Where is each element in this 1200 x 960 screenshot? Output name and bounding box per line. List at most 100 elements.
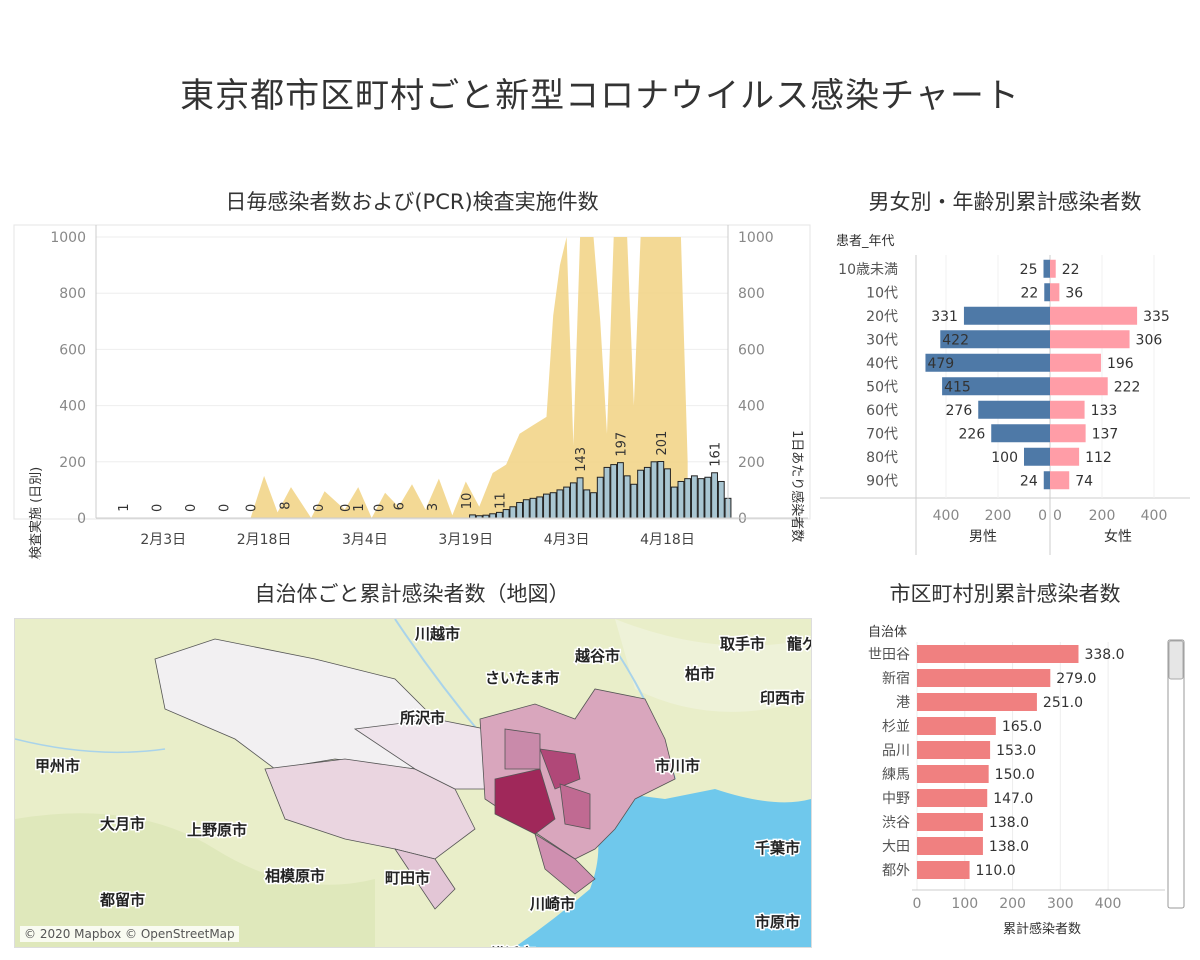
male-value-label: 331 bbox=[931, 309, 958, 325]
male-bar[interactable] bbox=[925, 353, 1050, 372]
daily-case-bar[interactable] bbox=[690, 475, 698, 519]
daily-case-bar[interactable] bbox=[630, 483, 638, 519]
male-bar[interactable] bbox=[1043, 471, 1050, 490]
age-axis-tick: 0 bbox=[1038, 508, 1047, 524]
muni-bar[interactable] bbox=[917, 669, 1051, 687]
daily-data-label: 0 bbox=[184, 504, 199, 512]
daily-case-bar[interactable] bbox=[516, 502, 524, 519]
muni-x-tick: 400 bbox=[1095, 896, 1122, 912]
muni-bar[interactable] bbox=[917, 693, 1037, 711]
daily-case-bar[interactable] bbox=[529, 497, 537, 519]
pcr-area[interactable] bbox=[250, 237, 688, 518]
daily-case-bar[interactable] bbox=[556, 489, 564, 519]
female-bar[interactable] bbox=[1050, 283, 1060, 302]
daily-case-bar[interactable] bbox=[522, 499, 530, 519]
daily-case-bar[interactable] bbox=[549, 492, 557, 519]
daily-case-bar[interactable] bbox=[616, 462, 624, 519]
daily-case-bar[interactable] bbox=[684, 478, 692, 519]
muni-chart[interactable]: 自治体 世田谷 338.0 新宿 279.0 港 251.0 杉並 165.0 品川 153.0 練… bbox=[820, 618, 1195, 948]
muni-value-label: 138.0 bbox=[989, 815, 1029, 831]
age-gender-chart[interactable]: 患者_年代 10歳未満 25 22 10代 22 36 20代 331 335 30代 422 306… bbox=[820, 225, 1190, 560]
daily-case-bar[interactable] bbox=[697, 478, 705, 519]
muni-bar[interactable] bbox=[917, 645, 1079, 663]
daily-case-bar[interactable] bbox=[576, 477, 584, 519]
muni-row-label: 港 bbox=[896, 695, 910, 711]
male-bar[interactable] bbox=[991, 424, 1050, 443]
female-value-label: 222 bbox=[1114, 379, 1141, 395]
map-city-label: 千葉市 bbox=[755, 839, 800, 857]
age-row-label: 80代 bbox=[866, 450, 898, 466]
daily-case-bar[interactable] bbox=[677, 480, 685, 519]
female-bar[interactable] bbox=[1050, 400, 1085, 419]
daily-case-bar[interactable] bbox=[590, 492, 597, 519]
tokyo-bay bbox=[515, 789, 811, 947]
age-row-label: 50代 bbox=[866, 379, 898, 395]
female-bar[interactable] bbox=[1050, 447, 1080, 466]
muni-bar[interactable] bbox=[917, 741, 991, 759]
daily-case-bar[interactable] bbox=[704, 476, 712, 519]
daily-right-tick: 400 bbox=[738, 399, 765, 415]
map-city-label: 都留市 bbox=[99, 891, 145, 909]
map-city-label: 甲州市 bbox=[35, 757, 80, 775]
daily-case-bar[interactable] bbox=[536, 496, 544, 519]
muni-x-tick: 100 bbox=[951, 896, 978, 912]
daily-case-bar[interactable] bbox=[502, 509, 510, 519]
muni-bar[interactable] bbox=[917, 861, 970, 879]
muni-bar[interactable] bbox=[917, 717, 996, 735]
male-bar[interactable] bbox=[942, 377, 1050, 396]
female-bar[interactable] bbox=[1050, 259, 1056, 278]
female-bar[interactable] bbox=[1050, 330, 1130, 349]
daily-case-bar[interactable] bbox=[583, 489, 591, 519]
daily-x-tick: 2月3日 bbox=[140, 532, 186, 548]
male-bar[interactable] bbox=[963, 306, 1050, 325]
male-bar[interactable] bbox=[1044, 283, 1050, 302]
daily-case-bar[interactable] bbox=[596, 476, 604, 519]
female-bar[interactable] bbox=[1050, 377, 1108, 396]
muni-bar[interactable] bbox=[917, 765, 989, 783]
muni-row-label: 中野 bbox=[882, 791, 910, 807]
daily-case-bar[interactable] bbox=[643, 466, 651, 519]
female-bar[interactable] bbox=[1050, 424, 1086, 443]
ota bbox=[534, 833, 596, 895]
female-bar[interactable] bbox=[1050, 306, 1138, 325]
daily-case-bar[interactable] bbox=[657, 461, 665, 519]
daily-case-bar[interactable] bbox=[495, 511, 503, 519]
daily-case-bar[interactable] bbox=[711, 472, 718, 519]
daily-case-bar[interactable] bbox=[569, 482, 577, 519]
map-city-label: 川崎市 bbox=[529, 895, 575, 913]
male-bar[interactable] bbox=[978, 400, 1050, 419]
muni-bar[interactable] bbox=[917, 789, 988, 807]
daily-case-bar[interactable] bbox=[664, 468, 671, 519]
age-row-label: 10歳未満 bbox=[838, 262, 898, 278]
muni-scrollbar-thumb[interactable] bbox=[1168, 640, 1184, 680]
muni-bar[interactable] bbox=[917, 813, 983, 831]
daily-case-bar[interactable] bbox=[637, 469, 645, 519]
daily-left-tick: 1000 bbox=[50, 230, 86, 246]
daily-case-bar[interactable] bbox=[717, 480, 725, 519]
daily-right-tick: 1000 bbox=[738, 230, 774, 246]
muni-scrollbar[interactable] bbox=[1167, 639, 1185, 909]
daily-case-bar[interactable] bbox=[610, 464, 618, 519]
daily-case-bar[interactable] bbox=[670, 486, 678, 519]
daily-case-bar[interactable] bbox=[650, 461, 658, 519]
female-bar[interactable] bbox=[1050, 471, 1070, 490]
male-bar[interactable] bbox=[1043, 259, 1051, 278]
map-panel[interactable]: 川越市 越谷市 取手市 さいたま市 柏市 印西市 所沢市 甲州市 市川市 大月市 上野原市 千葉市 相模… bbox=[14, 618, 812, 948]
daily-case-bar[interactable] bbox=[509, 506, 517, 519]
daily-case-bar[interactable] bbox=[563, 486, 571, 519]
machida bbox=[394, 848, 456, 910]
daily-data-label: 0 bbox=[151, 504, 166, 512]
map-city-label: 柏市 bbox=[685, 665, 715, 683]
male-bar[interactable] bbox=[940, 330, 1050, 349]
daily-case-bar[interactable] bbox=[489, 513, 497, 519]
male-bar[interactable] bbox=[1024, 447, 1050, 466]
daily-case-bar[interactable] bbox=[603, 466, 611, 519]
female-bar[interactable] bbox=[1050, 353, 1101, 372]
daily-case-bar[interactable] bbox=[623, 475, 631, 519]
age-axis-tick: 0 bbox=[1053, 508, 1062, 524]
age-row-label: 10代 bbox=[866, 285, 898, 301]
daily-case-bar[interactable] bbox=[543, 493, 550, 519]
muni-bar[interactable] bbox=[917, 837, 983, 855]
